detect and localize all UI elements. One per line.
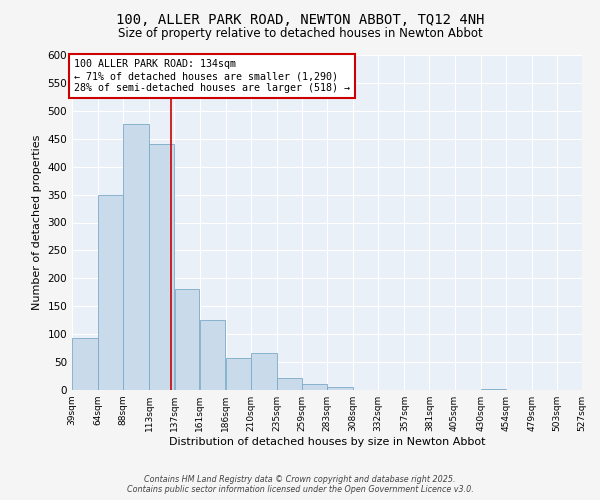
Bar xyxy=(149,144,174,390)
Bar xyxy=(124,124,149,390)
Bar xyxy=(72,338,98,390)
Bar xyxy=(302,384,327,390)
Text: 100 ALLER PARK ROAD: 134sqm
← 71% of detached houses are smaller (1,290)
28% of : 100 ALLER PARK ROAD: 134sqm ← 71% of det… xyxy=(74,60,350,92)
Bar xyxy=(251,353,277,390)
Text: 100, ALLER PARK ROAD, NEWTON ABBOT, TQ12 4NH: 100, ALLER PARK ROAD, NEWTON ABBOT, TQ12… xyxy=(116,12,484,26)
Text: Contains HM Land Registry data © Crown copyright and database right 2025.
Contai: Contains HM Land Registry data © Crown c… xyxy=(127,474,473,494)
X-axis label: Distribution of detached houses by size in Newton Abbot: Distribution of detached houses by size … xyxy=(169,437,485,447)
Bar xyxy=(98,194,123,390)
Bar xyxy=(277,378,302,390)
Text: Size of property relative to detached houses in Newton Abbot: Size of property relative to detached ho… xyxy=(118,28,482,40)
Bar xyxy=(327,386,353,390)
Bar xyxy=(200,320,226,390)
Bar xyxy=(226,358,251,390)
Bar xyxy=(175,289,199,390)
Y-axis label: Number of detached properties: Number of detached properties xyxy=(32,135,42,310)
